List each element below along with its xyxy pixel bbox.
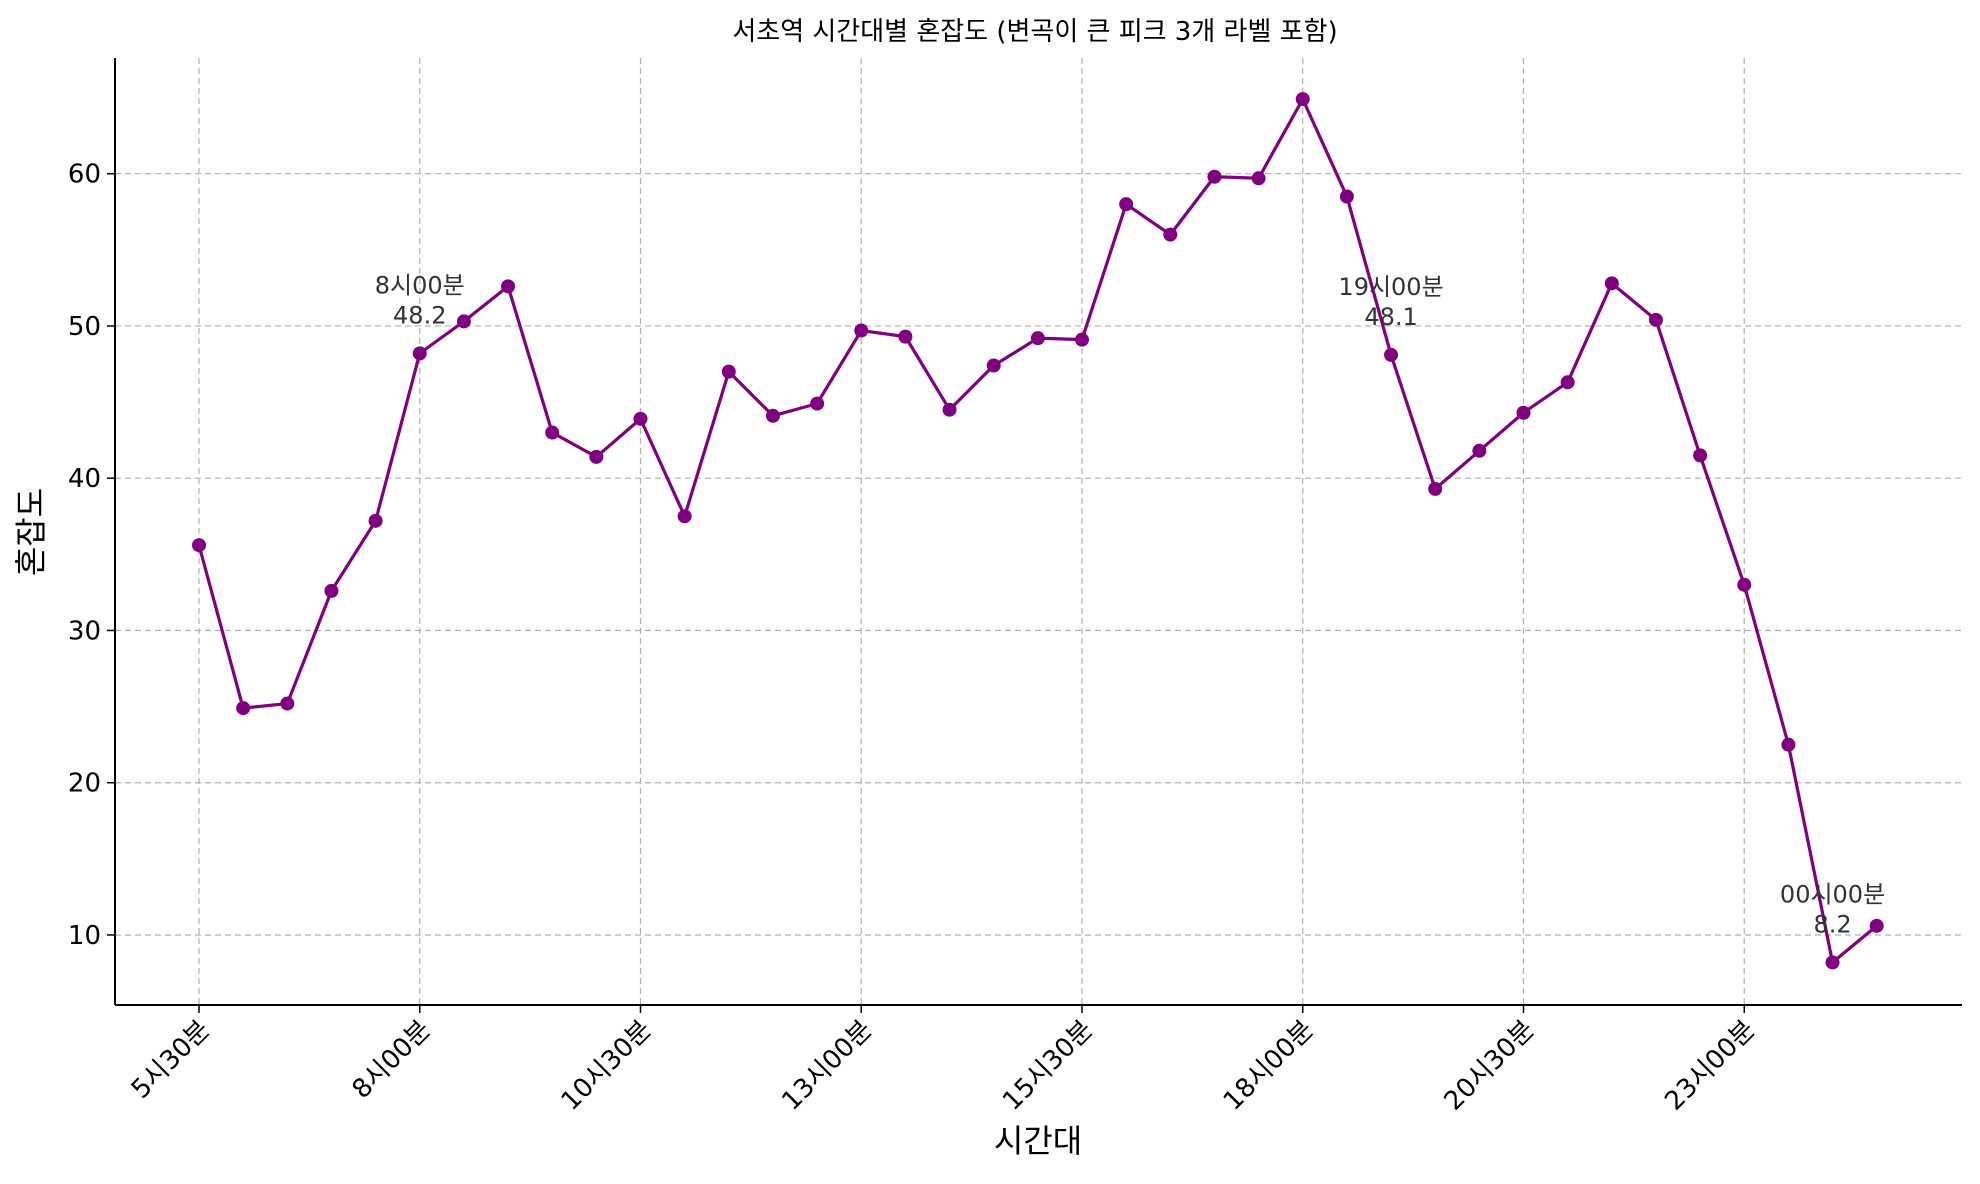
data-point (1339, 189, 1354, 204)
annotation-time-label: 19시00분 (1338, 273, 1443, 301)
data-point (633, 411, 648, 426)
annotation-time-label: 00시00분 (1780, 880, 1885, 908)
data-point (1825, 955, 1840, 970)
y-tick-label: 40 (68, 464, 101, 494)
y-tick-label: 60 (68, 160, 101, 190)
data-point (192, 538, 206, 553)
data-point (412, 346, 427, 361)
data-point (677, 509, 692, 524)
data-point (280, 696, 295, 711)
grid-layer (115, 58, 1962, 1005)
data-point (1604, 276, 1619, 291)
data-point (545, 425, 560, 440)
y-axis-label: 혼잡도 (12, 488, 50, 576)
data-point (1163, 227, 1178, 242)
data-point (1251, 171, 1266, 186)
data-point (765, 408, 780, 423)
x-tick-label: 13시00분 (776, 1015, 878, 1117)
data-point (1516, 405, 1531, 420)
data-point (1207, 169, 1222, 184)
data-point (1869, 918, 1884, 933)
x-tick-label: 20시30분 (1439, 1015, 1541, 1117)
x-tick-label: 18시00분 (1218, 1015, 1320, 1117)
data-point (1030, 331, 1045, 346)
annotation-value-label: 8.2 (1813, 910, 1851, 938)
data-point (1648, 312, 1663, 327)
y-tick-label: 10 (68, 921, 101, 951)
data-point (854, 323, 869, 338)
x-axis-label: 시간대 (994, 1122, 1082, 1160)
data-point (501, 279, 516, 294)
data-point (1075, 332, 1089, 347)
data-point (1119, 197, 1134, 212)
series-line (197, 97, 1878, 964)
data-point (1560, 375, 1575, 390)
annotation-value-label: 48.1 (1364, 303, 1417, 331)
data-point (1295, 92, 1310, 107)
x-tick-label: 8시00분 (347, 1015, 437, 1105)
data-point (236, 701, 251, 716)
x-tick-label: 10시30분 (556, 1015, 658, 1117)
data-point (721, 364, 736, 379)
data-point (589, 449, 604, 464)
x-tick-label: 15시30분 (997, 1015, 1099, 1117)
y-tick-label: 50 (68, 312, 101, 342)
series-layer (192, 92, 1884, 970)
data-point (1737, 577, 1752, 592)
annotation-time-label: 8시00분 (375, 271, 465, 299)
data-point (1384, 347, 1399, 362)
annotation-value-label: 48.2 (393, 301, 446, 329)
data-point (986, 358, 1001, 373)
data-point (1472, 443, 1487, 458)
data-point (1693, 448, 1708, 463)
x-tick-label: 23시00분 (1659, 1015, 1761, 1117)
y-tick-label: 30 (68, 616, 101, 646)
chart-title: 서초역 시간대별 혼잡도 (변곡이 큰 피크 3개 라벨 포함) (732, 17, 1337, 47)
data-point (810, 396, 825, 411)
data-point (368, 513, 383, 528)
data-point (1428, 481, 1443, 496)
axes-layer: 10 20 30 40 50 60 5시30분 8시00분 10시30분 13시00분 15시30분… (68, 58, 1962, 1117)
data-point (898, 329, 913, 344)
data-point (942, 402, 957, 417)
y-tick-label: 20 (68, 769, 101, 799)
data-point (456, 314, 471, 329)
data-point (324, 583, 339, 598)
x-tick-label: 5시30분 (126, 1015, 216, 1105)
data-point (1781, 737, 1796, 752)
